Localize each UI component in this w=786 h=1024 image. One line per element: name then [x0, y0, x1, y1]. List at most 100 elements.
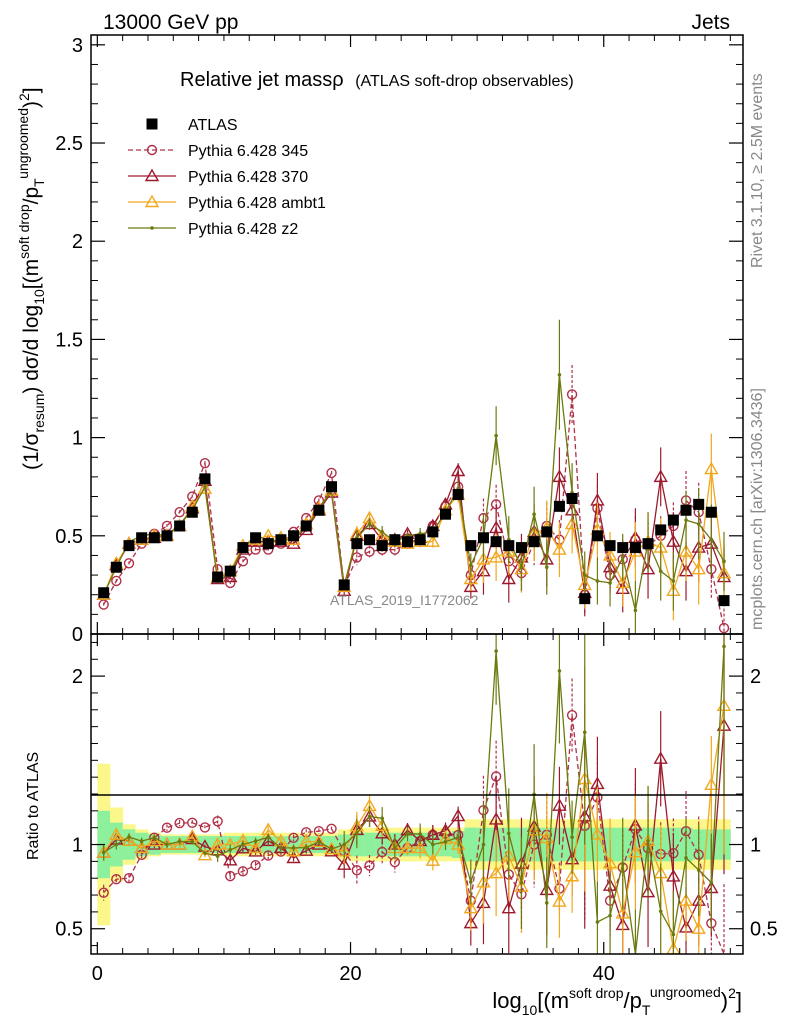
- point-z2: [582, 573, 587, 577]
- ratio-point-ambt1: [602, 855, 618, 869]
- point-atlas: [136, 532, 148, 544]
- point-p345: [111, 575, 122, 587]
- point-atlas: [553, 500, 565, 512]
- ratio-point-p345: [225, 870, 236, 882]
- ratio-point-ambt1: [286, 843, 301, 857]
- point-p370: [463, 579, 479, 593]
- series-line-z2: [103, 374, 725, 611]
- point-p345: [98, 599, 109, 610]
- point-z2: [367, 522, 372, 526]
- ratio-point-z2: [506, 831, 511, 836]
- point-atlas: [667, 514, 679, 526]
- x-axis-label: log10[(msoft drop/pTungroomed)2]: [492, 984, 742, 1018]
- point-ambt1: [488, 549, 504, 563]
- ratio-point-ambt1: [704, 777, 719, 790]
- point-z2: [696, 522, 701, 526]
- ratio-point-z2: [671, 932, 676, 937]
- ratio-point-z2: [177, 839, 182, 844]
- ratio-point-z2: [355, 831, 359, 836]
- point-ambt1: [564, 516, 580, 530]
- ratio-point-z2: [266, 835, 271, 840]
- analysis-watermark: ATLAS_2019_I1772062: [330, 592, 479, 608]
- ratio-point-p345: [351, 864, 363, 876]
- point-atlas: [414, 534, 426, 546]
- ratio-point-ambt1: [147, 833, 162, 847]
- x-tick-label: 40: [593, 963, 615, 985]
- ratio-point-p345: [98, 887, 109, 898]
- ratio-point-ambt1: [463, 900, 479, 914]
- point-z2: [684, 518, 688, 522]
- ratio-point-ambt1: [615, 906, 630, 919]
- point-atlas: [642, 538, 654, 550]
- ratio-point-ambt1: [691, 921, 706, 934]
- point-atlas: [237, 542, 249, 554]
- ratio-point-z2: [405, 831, 410, 836]
- point-atlas: [439, 508, 451, 520]
- point-z2: [709, 537, 714, 542]
- point-atlas: [477, 532, 489, 544]
- process-label: Jets: [691, 11, 730, 34]
- point-p370: [640, 561, 656, 575]
- ratio-point-z2: [481, 842, 486, 847]
- ratio-point-z2: [620, 861, 625, 866]
- ratio-point-z2: [190, 840, 195, 844]
- point-p370: [501, 571, 516, 585]
- point-p370: [666, 534, 681, 547]
- point-atlas: [604, 540, 616, 552]
- ratio-plot-series: [96, 634, 732, 955]
- ratio-point-z2: [291, 846, 296, 850]
- point-z2: [658, 569, 663, 573]
- point-p370: [653, 469, 668, 483]
- ratio-point-ambt1: [564, 868, 580, 882]
- point-z2: [532, 512, 536, 516]
- point-atlas: [224, 565, 236, 577]
- ratio-point-p370: [324, 843, 339, 857]
- ratio-point-ambt1: [488, 865, 504, 879]
- point-z2: [557, 372, 562, 377]
- legend-label-atlas: ATLAS: [188, 117, 238, 134]
- point-atlas: [262, 538, 274, 550]
- point-p345: [174, 507, 185, 518]
- ratio-point-z2: [544, 901, 549, 905]
- ratio-point-z2: [127, 835, 131, 839]
- plot-title: Relative jet massρ (ATLAS soft-drop obse…: [180, 69, 574, 91]
- ratio-point-z2: [152, 835, 157, 840]
- y-tick-label-main: 2.5: [55, 133, 83, 155]
- ratio-point-p345: [376, 846, 388, 858]
- y-axis-label-ratio: Ratio to ATLAS: [25, 752, 42, 860]
- point-atlas: [212, 571, 224, 583]
- ratio-point-z2: [443, 839, 448, 844]
- legend-marker-p370: [144, 168, 160, 182]
- ratio-band-inner: [363, 832, 377, 857]
- ratio-point-z2: [139, 839, 144, 843]
- ratio-point-z2: [469, 880, 473, 884]
- ratio-point-z2: [241, 842, 245, 847]
- ratio-point-ambt1: [210, 837, 225, 850]
- point-p345: [199, 457, 211, 469]
- point-p345: [123, 558, 135, 569]
- point-z2: [633, 608, 638, 613]
- ratio-point-ambt1: [412, 840, 428, 854]
- point-p345: [718, 622, 730, 634]
- ratio-point-p370: [273, 840, 289, 854]
- ratio-point-z2: [215, 854, 220, 858]
- ratio-point-z2: [367, 814, 372, 819]
- ratio-point-p370: [653, 751, 668, 764]
- point-atlas: [465, 540, 477, 552]
- point-ambt1: [463, 571, 479, 585]
- point-p370: [488, 520, 504, 534]
- point-ambt1: [476, 551, 491, 565]
- ratio-point-z2: [165, 842, 169, 847]
- ratio-point-p370: [286, 850, 301, 864]
- ratio-point-ambt1: [172, 837, 187, 850]
- ratio-point-p370: [223, 852, 238, 866]
- ratio-point-ambt1: [400, 840, 415, 854]
- ratio-point-p345: [199, 822, 211, 833]
- point-z2: [544, 565, 549, 570]
- point-z2: [469, 563, 473, 568]
- ratio-line-z2: [103, 646, 725, 955]
- legend-marker-ambt1: [144, 194, 160, 208]
- y-tick-label-main: 3: [72, 35, 83, 57]
- ratio-point-z2: [696, 868, 701, 872]
